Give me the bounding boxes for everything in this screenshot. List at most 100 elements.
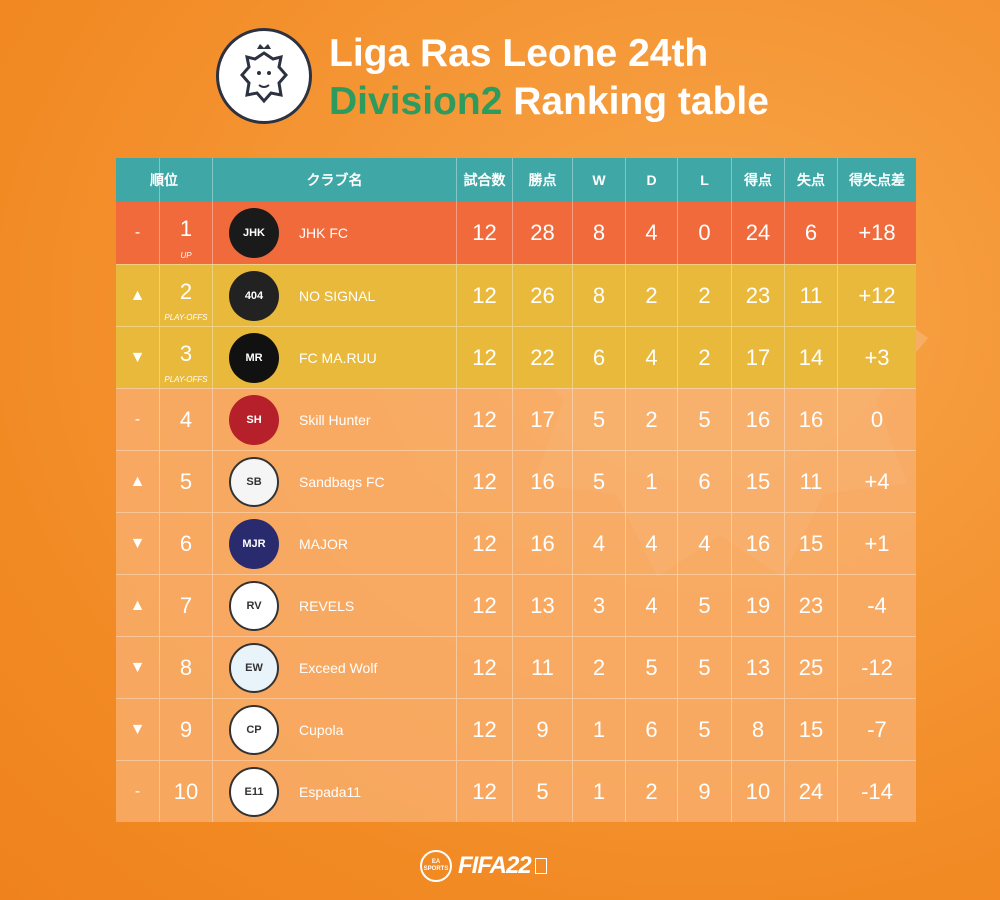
draws-cell-value: 2	[645, 778, 658, 804]
header: Liga Ras Leone 24th Division2 Ranking ta…	[216, 28, 836, 128]
losses-cell: 5	[678, 389, 732, 450]
goals-for-cell: 10	[732, 761, 785, 822]
points-cell-value: 5	[536, 778, 549, 804]
club-badge-text: RV	[246, 599, 262, 612]
played-cell: 12	[457, 202, 513, 264]
table-row: ▼ 6 MJR MAJOR 12 16 4 4 4 16 15 +1	[116, 512, 916, 574]
move-indicator: ▼	[116, 327, 160, 388]
wins-cell-value: 8	[592, 220, 606, 245]
table-header-row: 順位 クラブ名 試合数 勝点 W D L 得点 失点 得失点差	[116, 158, 916, 202]
goals-against-cell-value: 15	[798, 530, 824, 556]
club-cell: MJR MAJOR	[213, 513, 457, 574]
ea-text: EA SPORTS	[423, 859, 449, 872]
goals-against-cell-value: 14	[798, 344, 824, 370]
club-cell: 404 NO SIGNAL	[213, 265, 457, 326]
wins-cell-value: 5	[592, 468, 606, 494]
fifa-mini-icon	[534, 858, 547, 874]
footer-logo: EA SPORTS FIFA22	[420, 846, 580, 886]
move-indicator-value: ▲	[129, 472, 146, 490]
move-indicator-value: -	[134, 782, 141, 800]
played-cell: 12	[457, 389, 513, 450]
club-name: FC MA.RUU	[299, 349, 377, 366]
losses-cell-value: 4	[698, 530, 711, 556]
goals-for-cell: 13	[732, 637, 785, 698]
goal-diff-cell: -14	[838, 761, 916, 822]
played-cell-value: 12	[472, 716, 497, 742]
move-indicator-value: ▼	[129, 534, 146, 552]
subtitle-rest: Ranking table	[502, 80, 769, 123]
wins-cell: 4	[573, 513, 626, 574]
played-cell: 12	[457, 575, 513, 636]
goals-for-cell-value: 24	[745, 220, 771, 245]
goals-against-cell: 15	[785, 513, 838, 574]
goals-against-cell-value: 23	[798, 592, 824, 618]
wins-cell-value: 5	[592, 406, 606, 432]
goal-diff-cell-value: -12	[861, 654, 893, 680]
page-subtitle: Division2 Ranking table	[329, 80, 769, 124]
club-cell: SB Sandbags FC	[213, 451, 457, 512]
table-row: ▲ 5 SB Sandbags FC 12 16 5 1 6 15 11 +4	[116, 450, 916, 512]
goal-diff-cell: +12	[838, 265, 916, 326]
wins-cell: 8	[573, 265, 626, 326]
points-cell: 11	[513, 637, 573, 698]
played-cell: 12	[457, 513, 513, 574]
wins-cell: 1	[573, 761, 626, 822]
points-cell-value: 16	[530, 468, 555, 494]
club-badge-text: SH	[246, 413, 262, 426]
header-wins: W	[573, 158, 626, 202]
club-badge-icon: 404	[229, 270, 279, 321]
goals-against-cell-value: 25	[798, 654, 824, 680]
goals-for-cell-value: 15	[745, 468, 771, 494]
draws-cell: 6	[626, 699, 678, 760]
rank-cell: 8	[160, 637, 213, 698]
rank-tag: UP	[180, 251, 192, 260]
losses-cell-value: 5	[698, 654, 711, 680]
goal-diff-cell-value: -4	[867, 592, 887, 618]
club-badge-text: MJR	[242, 537, 266, 550]
played-cell: 12	[457, 265, 513, 326]
goals-for-cell-value: 16	[745, 406, 771, 432]
goal-diff-cell: +3	[838, 327, 916, 388]
draws-cell-value: 4	[645, 592, 658, 618]
wins-cell-value: 1	[592, 716, 606, 742]
points-cell-value: 9	[536, 716, 549, 742]
club-badge-text: JHK	[242, 227, 265, 239]
move-indicator: ▼	[116, 637, 160, 698]
goals-for-cell: 24	[732, 202, 785, 264]
move-indicator-value: -	[134, 224, 141, 241]
table-row: - 4 SH Skill Hunter 12 17 5 2 5 16 16 0	[116, 388, 916, 450]
header-draws: D	[626, 158, 678, 202]
ranking-table: 順位 クラブ名 試合数 勝点 W D L 得点 失点 得失点差 -1 UP JHK J…	[116, 158, 916, 822]
goals-for-cell: 15	[732, 451, 785, 512]
rank-cell: 5	[160, 451, 213, 512]
points-cell: 26	[513, 265, 573, 326]
draws-cell-value: 1	[645, 468, 658, 494]
losses-cell: 0	[678, 202, 732, 264]
points-cell-value: 11	[531, 654, 554, 680]
goals-against-cell-value: 11	[799, 282, 823, 308]
header-club-label: クラブ名	[306, 172, 363, 188]
header-points: 勝点	[513, 158, 573, 202]
rank-cell-value: 6	[179, 530, 193, 556]
club-badge-icon: MJR	[229, 518, 279, 569]
goals-against-cell-value: 24	[798, 778, 824, 804]
club-name: NO SIGNAL	[299, 287, 376, 304]
move-indicator: ▼	[116, 513, 160, 574]
points-cell: 17	[513, 389, 573, 450]
goal-diff-cell: -7	[838, 699, 916, 760]
goals-for-cell: 19	[732, 575, 785, 636]
losses-cell-value: 0	[698, 220, 711, 245]
club-badge-text: CP	[246, 723, 262, 736]
wins-cell-value: 6	[592, 344, 606, 370]
goal-diff-cell-value: -7	[867, 716, 887, 742]
points-cell: 28	[513, 202, 573, 264]
club-name: Skill Hunter	[299, 411, 371, 428]
club-badge-icon: EW	[229, 642, 279, 693]
goals-for-cell: 16	[732, 513, 785, 574]
losses-cell-value: 5	[698, 592, 711, 618]
goal-diff-cell-value: +12	[858, 282, 896, 308]
goals-for-cell: 8	[732, 699, 785, 760]
points-cell-value: 26	[530, 282, 555, 308]
goals-for-cell: 23	[732, 265, 785, 326]
wins-cell-value: 3	[592, 592, 606, 618]
